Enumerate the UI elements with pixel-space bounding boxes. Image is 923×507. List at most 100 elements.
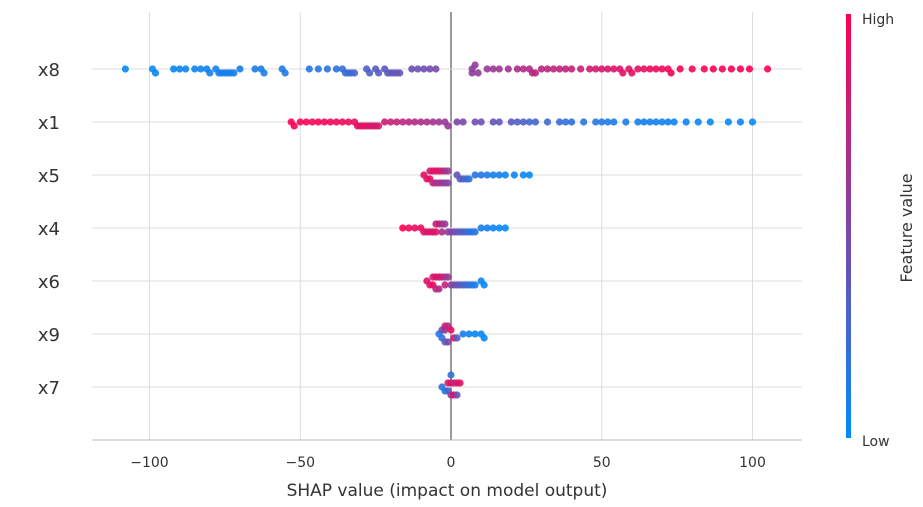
shap-point <box>700 65 708 73</box>
shap-point <box>667 69 675 77</box>
shap-point <box>338 118 347 126</box>
shap-point <box>420 65 428 73</box>
shap-point <box>510 171 518 179</box>
feature-label-x4: x4 <box>38 219 60 240</box>
shap-point <box>688 65 696 73</box>
shap-point <box>495 65 503 73</box>
shap-point <box>480 334 488 342</box>
shap-point <box>477 224 485 232</box>
shap-point <box>453 118 461 126</box>
shap-point <box>525 171 533 179</box>
shap-point <box>444 122 452 130</box>
shap-point <box>652 118 660 126</box>
shap-point <box>634 65 642 73</box>
shap-point <box>375 122 383 130</box>
shap-point <box>555 65 564 73</box>
shap-point <box>495 171 503 179</box>
shap-point <box>745 65 754 73</box>
shap-point <box>459 118 467 126</box>
shap-point <box>531 118 540 126</box>
shap-point <box>622 118 630 126</box>
feature-label-x5: x5 <box>38 166 60 187</box>
shap-point <box>694 118 702 126</box>
shap-point <box>537 65 546 73</box>
shap-point <box>592 65 600 73</box>
shap-point <box>435 118 443 126</box>
shap-point <box>763 65 772 73</box>
shap-point <box>604 65 612 73</box>
shap-point <box>610 118 618 126</box>
shap-point <box>170 65 178 73</box>
shap-point <box>471 118 479 126</box>
shap-point <box>471 171 479 179</box>
dots <box>121 61 772 399</box>
shap-point <box>411 118 419 126</box>
shap-point <box>350 69 359 77</box>
shap-point <box>414 65 422 73</box>
shap-point <box>408 65 416 73</box>
x-tick-label: 0 <box>447 455 456 471</box>
shap-point <box>444 167 452 175</box>
shap-point <box>598 118 606 126</box>
shap-point <box>477 171 485 179</box>
shap-point <box>483 224 491 232</box>
shap-point <box>423 118 431 126</box>
x-tick-label: 50 <box>593 455 611 471</box>
shap-point <box>543 65 552 73</box>
shap-point <box>489 224 497 232</box>
shap-point <box>727 65 735 73</box>
shap-point <box>405 224 413 232</box>
shap-point <box>531 69 540 77</box>
shap-point <box>444 338 452 346</box>
shap-point <box>456 379 464 387</box>
shap-point <box>176 65 184 73</box>
shap-point <box>435 285 443 293</box>
shap-point <box>290 122 298 130</box>
shap-point <box>471 330 479 338</box>
shap-point <box>477 118 485 126</box>
shap-point <box>489 65 497 73</box>
shap-point <box>314 65 322 73</box>
shap-point <box>441 220 449 228</box>
shap-point <box>444 273 452 281</box>
shap-point <box>453 334 461 342</box>
shap-point <box>676 65 684 73</box>
shap-point <box>305 65 313 73</box>
shap-point <box>396 69 404 77</box>
feature-label-x1: x1 <box>38 113 60 134</box>
shap-point <box>417 118 425 126</box>
shap-point <box>441 281 449 289</box>
shap-point <box>121 65 129 73</box>
shap-point <box>381 118 389 126</box>
shap-point <box>444 179 452 187</box>
shap-point <box>682 118 690 126</box>
feature-label-x9: x9 <box>38 325 60 346</box>
shap-point <box>507 118 515 126</box>
shap-point <box>432 228 440 236</box>
shap-point <box>628 69 636 77</box>
shap-point <box>501 224 509 232</box>
shap-point <box>724 118 732 126</box>
shap-point <box>640 65 648 73</box>
shap-point <box>736 65 745 73</box>
shap-point <box>471 61 479 69</box>
shap-point <box>598 65 606 73</box>
shap-point <box>432 65 440 73</box>
shap-point <box>577 65 585 73</box>
x-tick-label: −50 <box>285 455 315 471</box>
shap-point <box>465 330 473 338</box>
shap-point <box>429 118 437 126</box>
shap-point <box>670 118 678 126</box>
shap-point <box>260 69 268 77</box>
shap-point <box>480 281 488 289</box>
shap-point <box>182 65 190 73</box>
shap-point <box>375 69 383 77</box>
shap-point <box>308 118 316 126</box>
shap-point <box>399 118 407 126</box>
shap-point <box>411 224 419 232</box>
shap-point <box>447 326 455 334</box>
shap-point <box>513 118 521 126</box>
colorbar-low-label: Low <box>862 434 890 450</box>
shap-point <box>634 118 642 126</box>
